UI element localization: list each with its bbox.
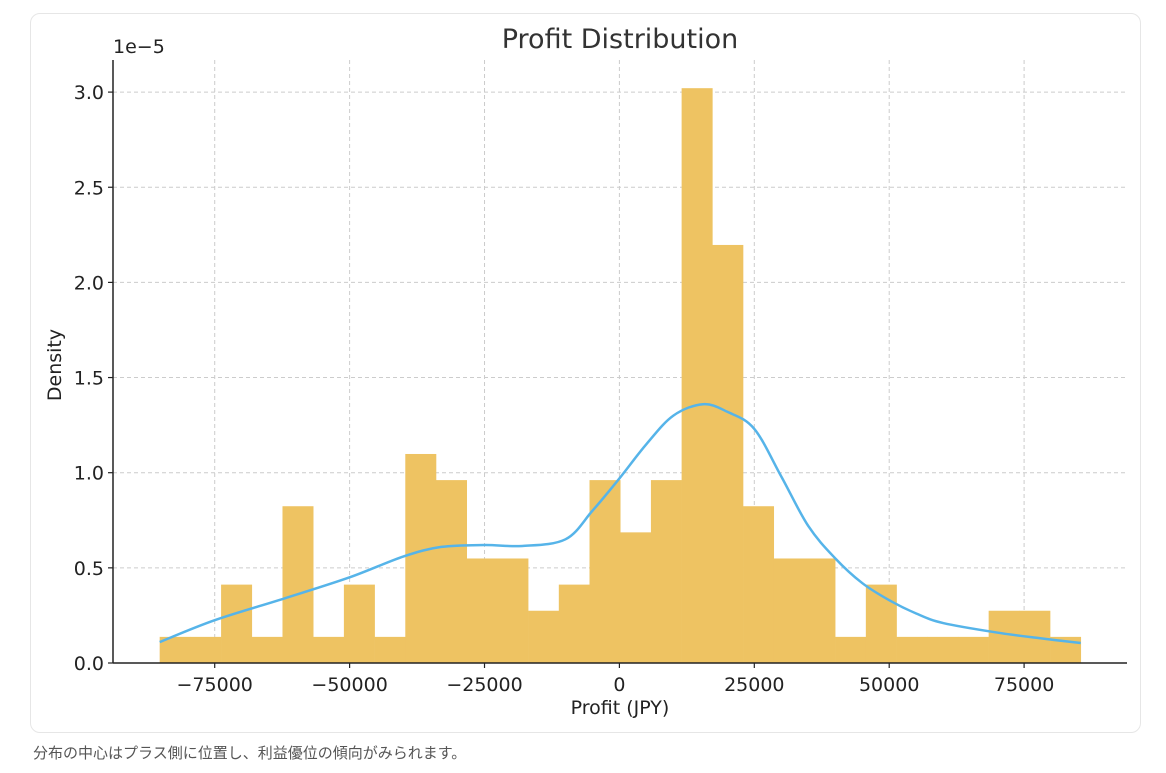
histogram-bar [282, 506, 314, 663]
x-axis-label: Profit (JPY) [571, 697, 670, 719]
histogram-bar [927, 636, 959, 663]
histogram-bar [313, 636, 345, 663]
y-scale-label: 1e−5 [113, 36, 165, 58]
histogram-bar [712, 244, 744, 663]
chart-caption: 分布の中心はプラス側に位置し、利益優位の傾向がみられます。 [33, 744, 467, 762]
x-tick-label: 25000 [724, 674, 784, 696]
histogram-bar [804, 558, 836, 663]
histogram-bar [343, 584, 375, 663]
axes: −75000 −50000 −25000 0 25000 50000 75000 0.0 0.5… [74, 60, 1127, 696]
histogram-bar [896, 636, 928, 663]
x-tick-label: 50000 [859, 674, 919, 696]
histogram-bar [435, 480, 468, 663]
histogram-bar [497, 558, 529, 663]
y-tick-label: 2.0 [74, 272, 104, 294]
histogram-bar [865, 584, 897, 663]
x-tick-label: −75000 [177, 674, 253, 696]
kde-curve [159, 402, 1081, 645]
histogram-bar [190, 636, 222, 663]
histogram-bar [558, 584, 590, 663]
histogram-bar [620, 532, 652, 663]
histogram-bar [957, 636, 989, 663]
histogram-bar [221, 584, 253, 663]
y-tick-label: 0.0 [74, 653, 104, 675]
histogram-bar [743, 506, 775, 663]
histogram-bar [405, 453, 437, 663]
y-tick-label: 0.5 [74, 558, 104, 580]
chart-title: Profit Distribution [502, 24, 739, 55]
y-tick-label: 1.5 [74, 368, 104, 390]
histogram-bar [835, 636, 867, 663]
histogram-bar [681, 88, 713, 664]
x-tick-label: −50000 [311, 674, 387, 696]
histogram-bar [374, 636, 406, 663]
x-tick-label: −25000 [446, 674, 522, 696]
y-tick-label: 2.5 [74, 177, 104, 199]
histogram-bar [528, 610, 560, 663]
histogram-bar [773, 558, 805, 663]
x-tick-label: 0 [613, 674, 625, 696]
histogram-bar [466, 558, 498, 663]
histogram-bar [589, 480, 621, 663]
y-tick-label: 1.0 [74, 463, 104, 485]
y-axis-label: Density [44, 329, 66, 401]
histogram-bar [650, 480, 682, 663]
histogram-bar [251, 636, 283, 663]
y-tick-label: 3.0 [74, 82, 104, 104]
x-tick-label: 75000 [994, 674, 1054, 696]
histogram-bar [988, 610, 1020, 663]
histogram-bars [159, 88, 1082, 664]
